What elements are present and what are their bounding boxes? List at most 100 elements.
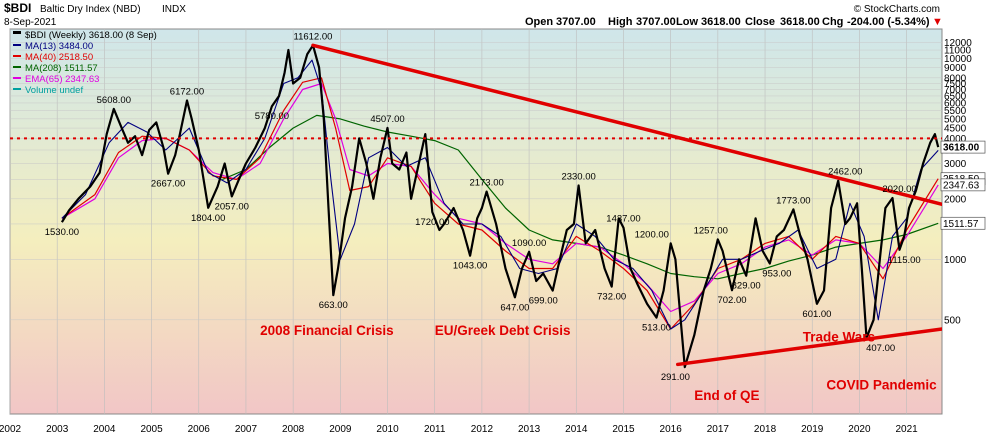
point-label: 1530.00 [45, 227, 79, 238]
index-name: Baltic Dry Index (NBD) [40, 4, 141, 15]
symbol: $BDI [4, 1, 31, 15]
down-arrow-icon: ▼ [932, 16, 943, 28]
legend-volume: Volume undef [25, 85, 83, 96]
point-label: 2057.00 [215, 201, 249, 212]
x-tick-label: 2020 [848, 424, 871, 435]
y-tick-label: 6500 [944, 91, 967, 102]
point-label: 1115.00 [888, 255, 921, 266]
x-tick-label: 2016 [660, 424, 683, 435]
x-tick-label: 2021 [895, 424, 918, 435]
x-tick-label: 2010 [376, 424, 399, 435]
value-tag: 2347.63 [943, 180, 980, 191]
point-label: 5780.00 [255, 111, 289, 122]
price-line [60, 44, 940, 369]
point-label: 953.00 [762, 269, 791, 280]
point-label: 829.00 [732, 281, 761, 292]
y-tick-label: 1000 [944, 255, 967, 266]
ma13-line [61, 59, 939, 330]
point-label: 1720.00 [415, 217, 449, 228]
open-label: Open [525, 16, 553, 28]
legend-swatch-price [13, 31, 21, 34]
close-value: 3618.00 [780, 16, 820, 28]
annotation-label: Trade Wars [803, 330, 875, 345]
trendline [311, 43, 942, 206]
point-label: 1090.00 [512, 238, 546, 249]
point-label: 1773.00 [776, 195, 810, 206]
x-tick-label: 2012 [471, 424, 494, 435]
y-tick-label: 4500 [944, 124, 967, 135]
point-label: 647.00 [500, 302, 529, 313]
close-label: Close [745, 16, 775, 28]
x-tick-label: 2003 [46, 424, 69, 435]
point-label: 2173.00 [469, 178, 503, 189]
legend-swatch-volume [13, 88, 21, 90]
y-tick-label: 12000 [944, 38, 972, 49]
point-label: 5608.00 [97, 95, 131, 106]
point-label: 663.00 [319, 300, 348, 311]
open-value: 3707.00 [556, 16, 596, 28]
x-tick-label: 2006 [188, 424, 211, 435]
legend-swatch-ma40 [13, 55, 21, 57]
annotation-label: EU/Greek Debt Crisis [435, 323, 571, 338]
x-tick-label: 2009 [329, 424, 352, 435]
legend: $BDI (Weekly) 3618.00 (8 Sep) MA(13) 348… [13, 30, 157, 96]
high-value: 3707.00 [636, 16, 676, 28]
point-label: 2667.00 [151, 179, 185, 190]
x-tick-label: 2017 [707, 424, 730, 435]
legend-ma208: MA(208) 1511.57 [25, 63, 98, 74]
legend-swatch-ema65 [13, 77, 21, 79]
point-label: 1257.00 [694, 225, 728, 236]
y-tick-label: 3000 [944, 159, 967, 170]
chg-value: -204.00 (-5.34%) [847, 16, 930, 28]
y-tick-label: 9000 [944, 63, 967, 74]
chg-label: Chg [822, 16, 843, 28]
y-tick-label: 11000 [944, 46, 972, 57]
x-tick-label: 2004 [93, 424, 116, 435]
x-tick-label: 2015 [612, 424, 635, 435]
point-label: 601.00 [802, 309, 831, 320]
y-tick-label: 5000 [944, 114, 967, 125]
point-label: 1437.00 [606, 214, 640, 225]
x-tick-label: 2008 [282, 424, 305, 435]
value-tag: 3618.00 [943, 143, 980, 154]
low-value: 3618.00 [701, 16, 741, 28]
legend-price: $BDI (Weekly) 3618.00 (8 Sep) [25, 30, 157, 41]
x-tick-label: 2002 [0, 424, 22, 435]
point-label: 2330.00 [561, 172, 595, 183]
point-label: 1043.00 [453, 261, 487, 272]
y-tick-label: 5500 [944, 106, 967, 117]
point-label: 699.00 [529, 296, 558, 307]
y-tick-label: 7500 [944, 79, 967, 90]
point-label: 702.00 [717, 295, 746, 306]
point-label: 291.00 [661, 372, 690, 383]
x-tick-label: 2011 [424, 424, 446, 435]
legend-ema65: EMA(65) 2347.63 [25, 74, 99, 85]
chart-date: 8-Sep-2021 [4, 17, 57, 28]
value-tag-box [940, 178, 986, 192]
point-label: 407.00 [866, 343, 895, 354]
x-tick-label: 2018 [754, 424, 777, 435]
point-label: 6172.00 [170, 86, 204, 97]
annotation-label: End of QE [694, 388, 759, 403]
legend-ma13: MA(13) 3484.00 [25, 41, 93, 52]
point-label: 1804.00 [191, 213, 225, 224]
y-tick-label: 7000 [944, 85, 967, 96]
x-tick-label: 2014 [565, 424, 588, 435]
value-tag-box [940, 216, 986, 230]
point-label: 4507.00 [370, 114, 404, 125]
point-label: 1200.00 [635, 229, 669, 240]
point-label: 513.00 [642, 323, 671, 334]
point-label: 11612.00 [293, 31, 332, 42]
trendline [675, 327, 942, 367]
legend-ma40: MA(40) 2518.50 [25, 52, 93, 63]
annotations: 2008 Financial Crisis EU/Greek Debt Crisi… [260, 323, 937, 403]
legend-swatch-ma13 [13, 44, 21, 46]
series-layer [60, 44, 940, 369]
exchange: INDX [162, 4, 186, 15]
overlay-layer [10, 43, 942, 367]
y-tick-label: 4000 [944, 134, 967, 145]
legend-swatch-ma208 [13, 66, 21, 68]
low-label: Low [676, 16, 698, 28]
